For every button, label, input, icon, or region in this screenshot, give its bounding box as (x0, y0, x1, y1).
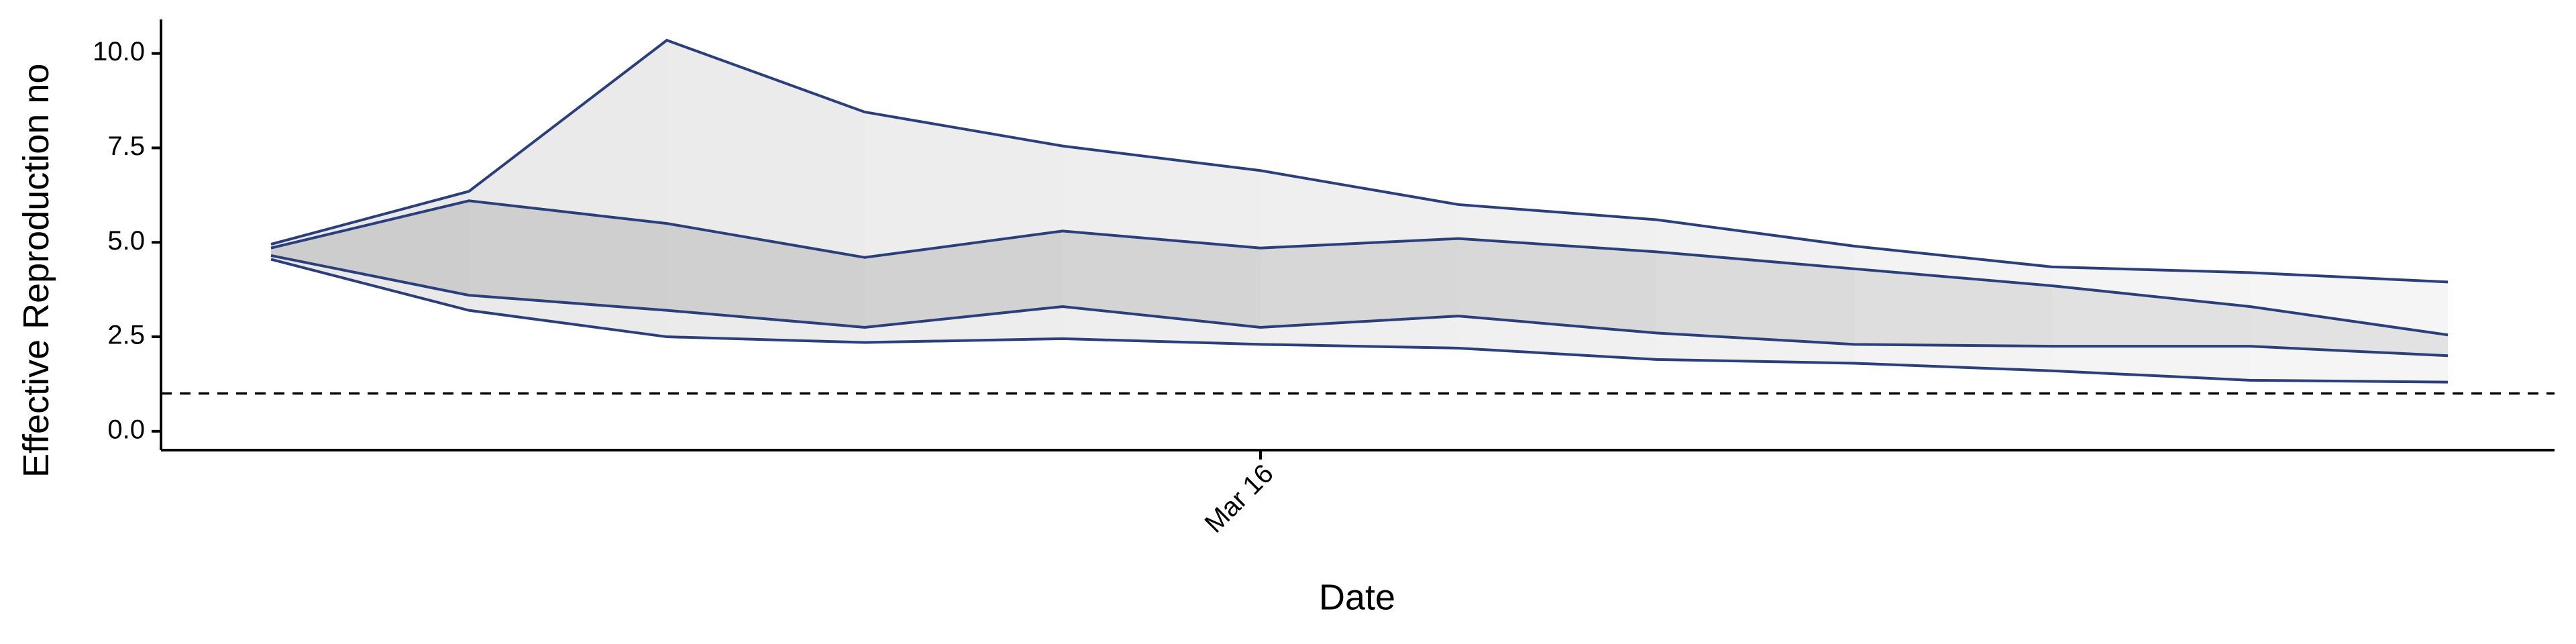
x-tick-label: Mar 16 (1199, 459, 1279, 539)
y-tick-label: 10.0 (93, 37, 145, 66)
x-axis-title: Date (1319, 577, 1395, 617)
band-segment (1854, 268, 2052, 347)
y-tick-label: 0.0 (107, 415, 145, 444)
band-segment (1063, 231, 1260, 327)
band-segment (1458, 238, 1656, 333)
band-segment (1260, 238, 1458, 327)
band-segment (865, 231, 1063, 327)
series-line (270, 199, 2449, 337)
band-segment (2052, 286, 2250, 347)
series-line (270, 254, 2449, 358)
band-segment (2250, 307, 2448, 356)
band-segment (469, 201, 667, 311)
y-tick-label: 7.5 (107, 131, 145, 161)
band-segment (271, 201, 469, 296)
series-line (270, 38, 2449, 284)
y-axis-title: Effective Reproduction no (16, 64, 56, 478)
y-tick-label: 2.5 (107, 321, 145, 350)
y-tick-label: 5.0 (107, 226, 145, 256)
band-segment (1656, 252, 1854, 345)
series-line (270, 258, 2449, 384)
band-segment (2250, 272, 2448, 382)
